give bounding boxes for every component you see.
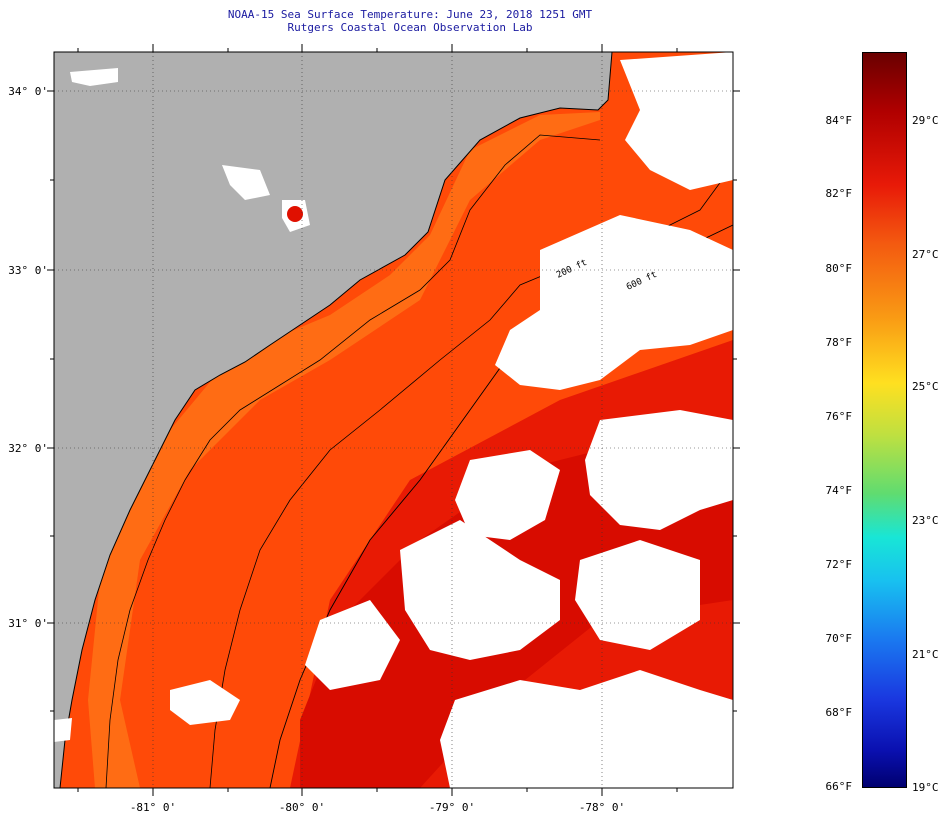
colorbar-label-29c: 29°C — [912, 114, 939, 127]
frame-ticks — [47, 44, 740, 796]
land-mass — [54, 52, 612, 788]
isobath-200ft — [105, 134, 601, 788]
coastline — [59, 52, 613, 788]
colorbar-label-76f: 76°F — [825, 410, 853, 423]
lat-label-33: 33° 0' — [8, 264, 48, 277]
colorbar-label-27c: 27°C — [912, 248, 939, 261]
map-frame — [53, 51, 734, 789]
colorbar-label-74f: 74°F — [825, 484, 853, 497]
colorbar-label-21c: 21°C — [912, 648, 939, 661]
colorbar-label-66f: 66°F — [825, 780, 853, 793]
lat-label-34: 34° 0' — [8, 85, 48, 98]
colorbar-label-82f: 82°F — [825, 187, 853, 200]
cloud-masks — [54, 52, 733, 788]
map-title: NOAA-15 Sea Surface Temperature: June 23… — [227, 8, 593, 21]
lat-label-32: 32° 0' — [8, 442, 48, 455]
lon-label-80: -80° 0' — [278, 801, 326, 814]
colorbar-label-84f: 84°F — [825, 114, 853, 127]
lon-label-81: -81° 0' — [129, 801, 177, 814]
colorbar-label-70f: 70°F — [825, 632, 853, 645]
warm-eddy — [287, 206, 303, 222]
lon-label-79: -79° 0' — [428, 801, 476, 814]
lat-label-31: 31° 0' — [8, 617, 48, 630]
lon-label-78: -78° 0' — [578, 801, 626, 814]
nearshore-band — [88, 112, 600, 788]
colorbar-label-72f: 72°F — [825, 558, 853, 571]
map-subtitle: Rutgers Coastal Ocean Observation Lab — [287, 21, 533, 34]
colorbar-label-25c: 25°C — [912, 380, 939, 393]
colorbar-label-78f: 78°F — [825, 336, 853, 349]
graticule — [54, 52, 733, 788]
colorbar-label-23c: 23°C — [912, 514, 939, 527]
colorbar-label-80f: 80°F — [825, 262, 853, 275]
colorbar-label-19c: 19°C — [912, 781, 939, 794]
temperature-colorbar — [862, 52, 907, 788]
colorbar-label-68f: 68°F — [825, 706, 853, 719]
